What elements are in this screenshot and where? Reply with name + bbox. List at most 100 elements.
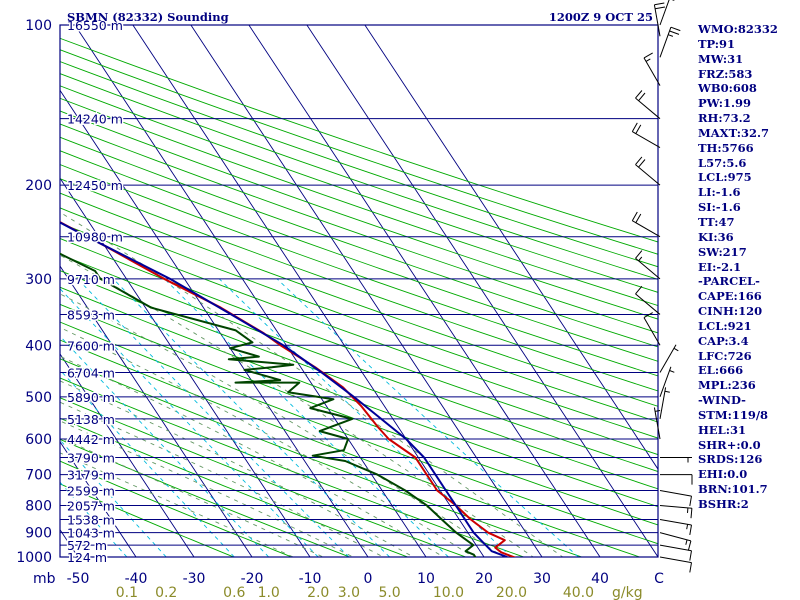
stat-line: TT:47 (698, 214, 735, 229)
isotherm-line (60, 353, 195, 557)
wind-barb-flag (664, 390, 670, 393)
isotherm-line (0, 25, 20, 557)
temperature-tick-label: -50 (67, 571, 90, 587)
stat-line: LI:-1.6 (698, 185, 741, 200)
wind-barb-flag (654, 2, 665, 6)
stat-line: KI:36 (698, 229, 734, 244)
wind-barb (659, 26, 681, 58)
wind-barb (659, 504, 693, 519)
pressure-tick-label: 200 (25, 178, 52, 194)
dry-adiabat-line (60, 483, 235, 557)
stat-line: TH:5766 (698, 140, 754, 155)
wind-barb (635, 250, 661, 280)
wind-barb (659, 474, 693, 485)
wind-barb-flag (689, 562, 692, 573)
stat-line: CINH:120 (698, 304, 763, 319)
wind-barb (635, 90, 661, 120)
stat-line: CAP:3.4 (698, 333, 749, 348)
mixing-ratio-tick-label: 40.0 (563, 585, 594, 600)
stat-line: MAXT:32.7 (698, 125, 769, 140)
height-label: 2057 m (67, 498, 115, 513)
height-label: 5138 m (67, 412, 115, 427)
dry-adiabat-line (60, 136, 658, 348)
wind-barb-staff (659, 518, 692, 526)
wind-barb (631, 211, 661, 238)
dewpoint-line (60, 252, 477, 557)
wind-barb-flag (690, 508, 693, 519)
stat-line: LCL:975 (698, 170, 752, 185)
dry-adiabat-line (60, 238, 658, 456)
mixing-ratio-tick-label: 5.0 (378, 585, 400, 600)
stat-line: LCL:921 (698, 318, 752, 333)
wind-barb-staff (659, 344, 677, 373)
wind-barb-staff (653, 407, 661, 440)
wind-barb-staff (659, 490, 692, 497)
chart-title: SBMN (82332) Sounding (67, 10, 229, 24)
wind-barb (653, 2, 666, 37)
sounding-series (60, 220, 517, 557)
wind-barb (659, 456, 693, 463)
wind-barbs (631, 0, 693, 573)
wind-barb-flag (685, 539, 688, 545)
wind-barb (659, 344, 679, 373)
height-label: 4442 m (67, 432, 115, 447)
moist-adiabat-line (60, 401, 385, 557)
height-label: 9710 m (67, 272, 115, 287)
mixing-ratio-line (112, 278, 390, 557)
pressure-tick-label: 500 (25, 390, 52, 406)
stat-line: -PARCEL- (698, 274, 760, 289)
stat-line: BRN:101.7 (698, 482, 768, 497)
plot-frame (59, 24, 659, 558)
dry-adiabat-line (60, 222, 658, 439)
wind-barb-flag (635, 213, 642, 223)
mixing-ratio-tick-label: 1.0 (258, 585, 280, 600)
wind-barb-flag (655, 6, 666, 10)
wind-barb (643, 52, 661, 86)
dry-adiabat-line (60, 73, 658, 280)
isotherm-line (190, 25, 543, 557)
stat-line: EI:-2.1 (698, 259, 742, 274)
stat-line: EL:666 (698, 363, 744, 378)
isotherm-line (306, 25, 658, 557)
dry-adiabat-line (60, 397, 467, 557)
height-label: 5890 m (67, 390, 115, 405)
dry-adiabat-line (60, 358, 584, 557)
isotherm-line (74, 25, 427, 557)
moist-adiabat-line (60, 355, 445, 557)
mixing-ratio-tick-label: 0.6 (223, 585, 245, 600)
wind-barb-flag (635, 90, 643, 99)
dry-adiabat-line (60, 123, 658, 334)
wind-barb (653, 407, 661, 440)
pressure-tick-label: 700 (25, 468, 52, 484)
wind-barb-flag (687, 540, 692, 551)
chart-background-lines (0, 25, 658, 557)
wind-barb-flag (669, 370, 675, 373)
wind-barb-staff (632, 220, 661, 238)
wind-barb-flag (635, 250, 643, 259)
moist-adiabat-line (60, 326, 475, 557)
wind-barb-flag (643, 312, 653, 319)
dry-adiabat-line (60, 164, 658, 377)
wind-barb-flag (645, 58, 651, 62)
wind-barb-flag (669, 30, 680, 35)
dry-adiabat-line (60, 178, 658, 392)
dry-adiabat-line (60, 49, 658, 255)
mixing-ratio-tick-label: 0.2 (155, 585, 177, 600)
wind-barb-staff (659, 556, 692, 564)
dry-adiabat-line (60, 37, 658, 243)
height-label: 2599 m (67, 484, 115, 499)
dry-adiabat-line (60, 207, 658, 423)
wind-barb-flag (668, 34, 674, 37)
dry-adiabat-line (60, 460, 293, 557)
wind-barb (659, 518, 692, 535)
wind-barb-flag (635, 285, 643, 295)
isotherm-line (248, 25, 601, 557)
stat-line: SHR+:0.0 (698, 437, 761, 452)
stat-line: CAPE:166 (698, 289, 762, 304)
mixing-ratio-tick-label: 2.0 (307, 585, 329, 600)
wind-barb-flag (643, 52, 653, 59)
dry-adiabat-line (60, 438, 351, 557)
moist-adiabat-line (60, 211, 564, 557)
mixing-ratio-line (276, 278, 579, 557)
